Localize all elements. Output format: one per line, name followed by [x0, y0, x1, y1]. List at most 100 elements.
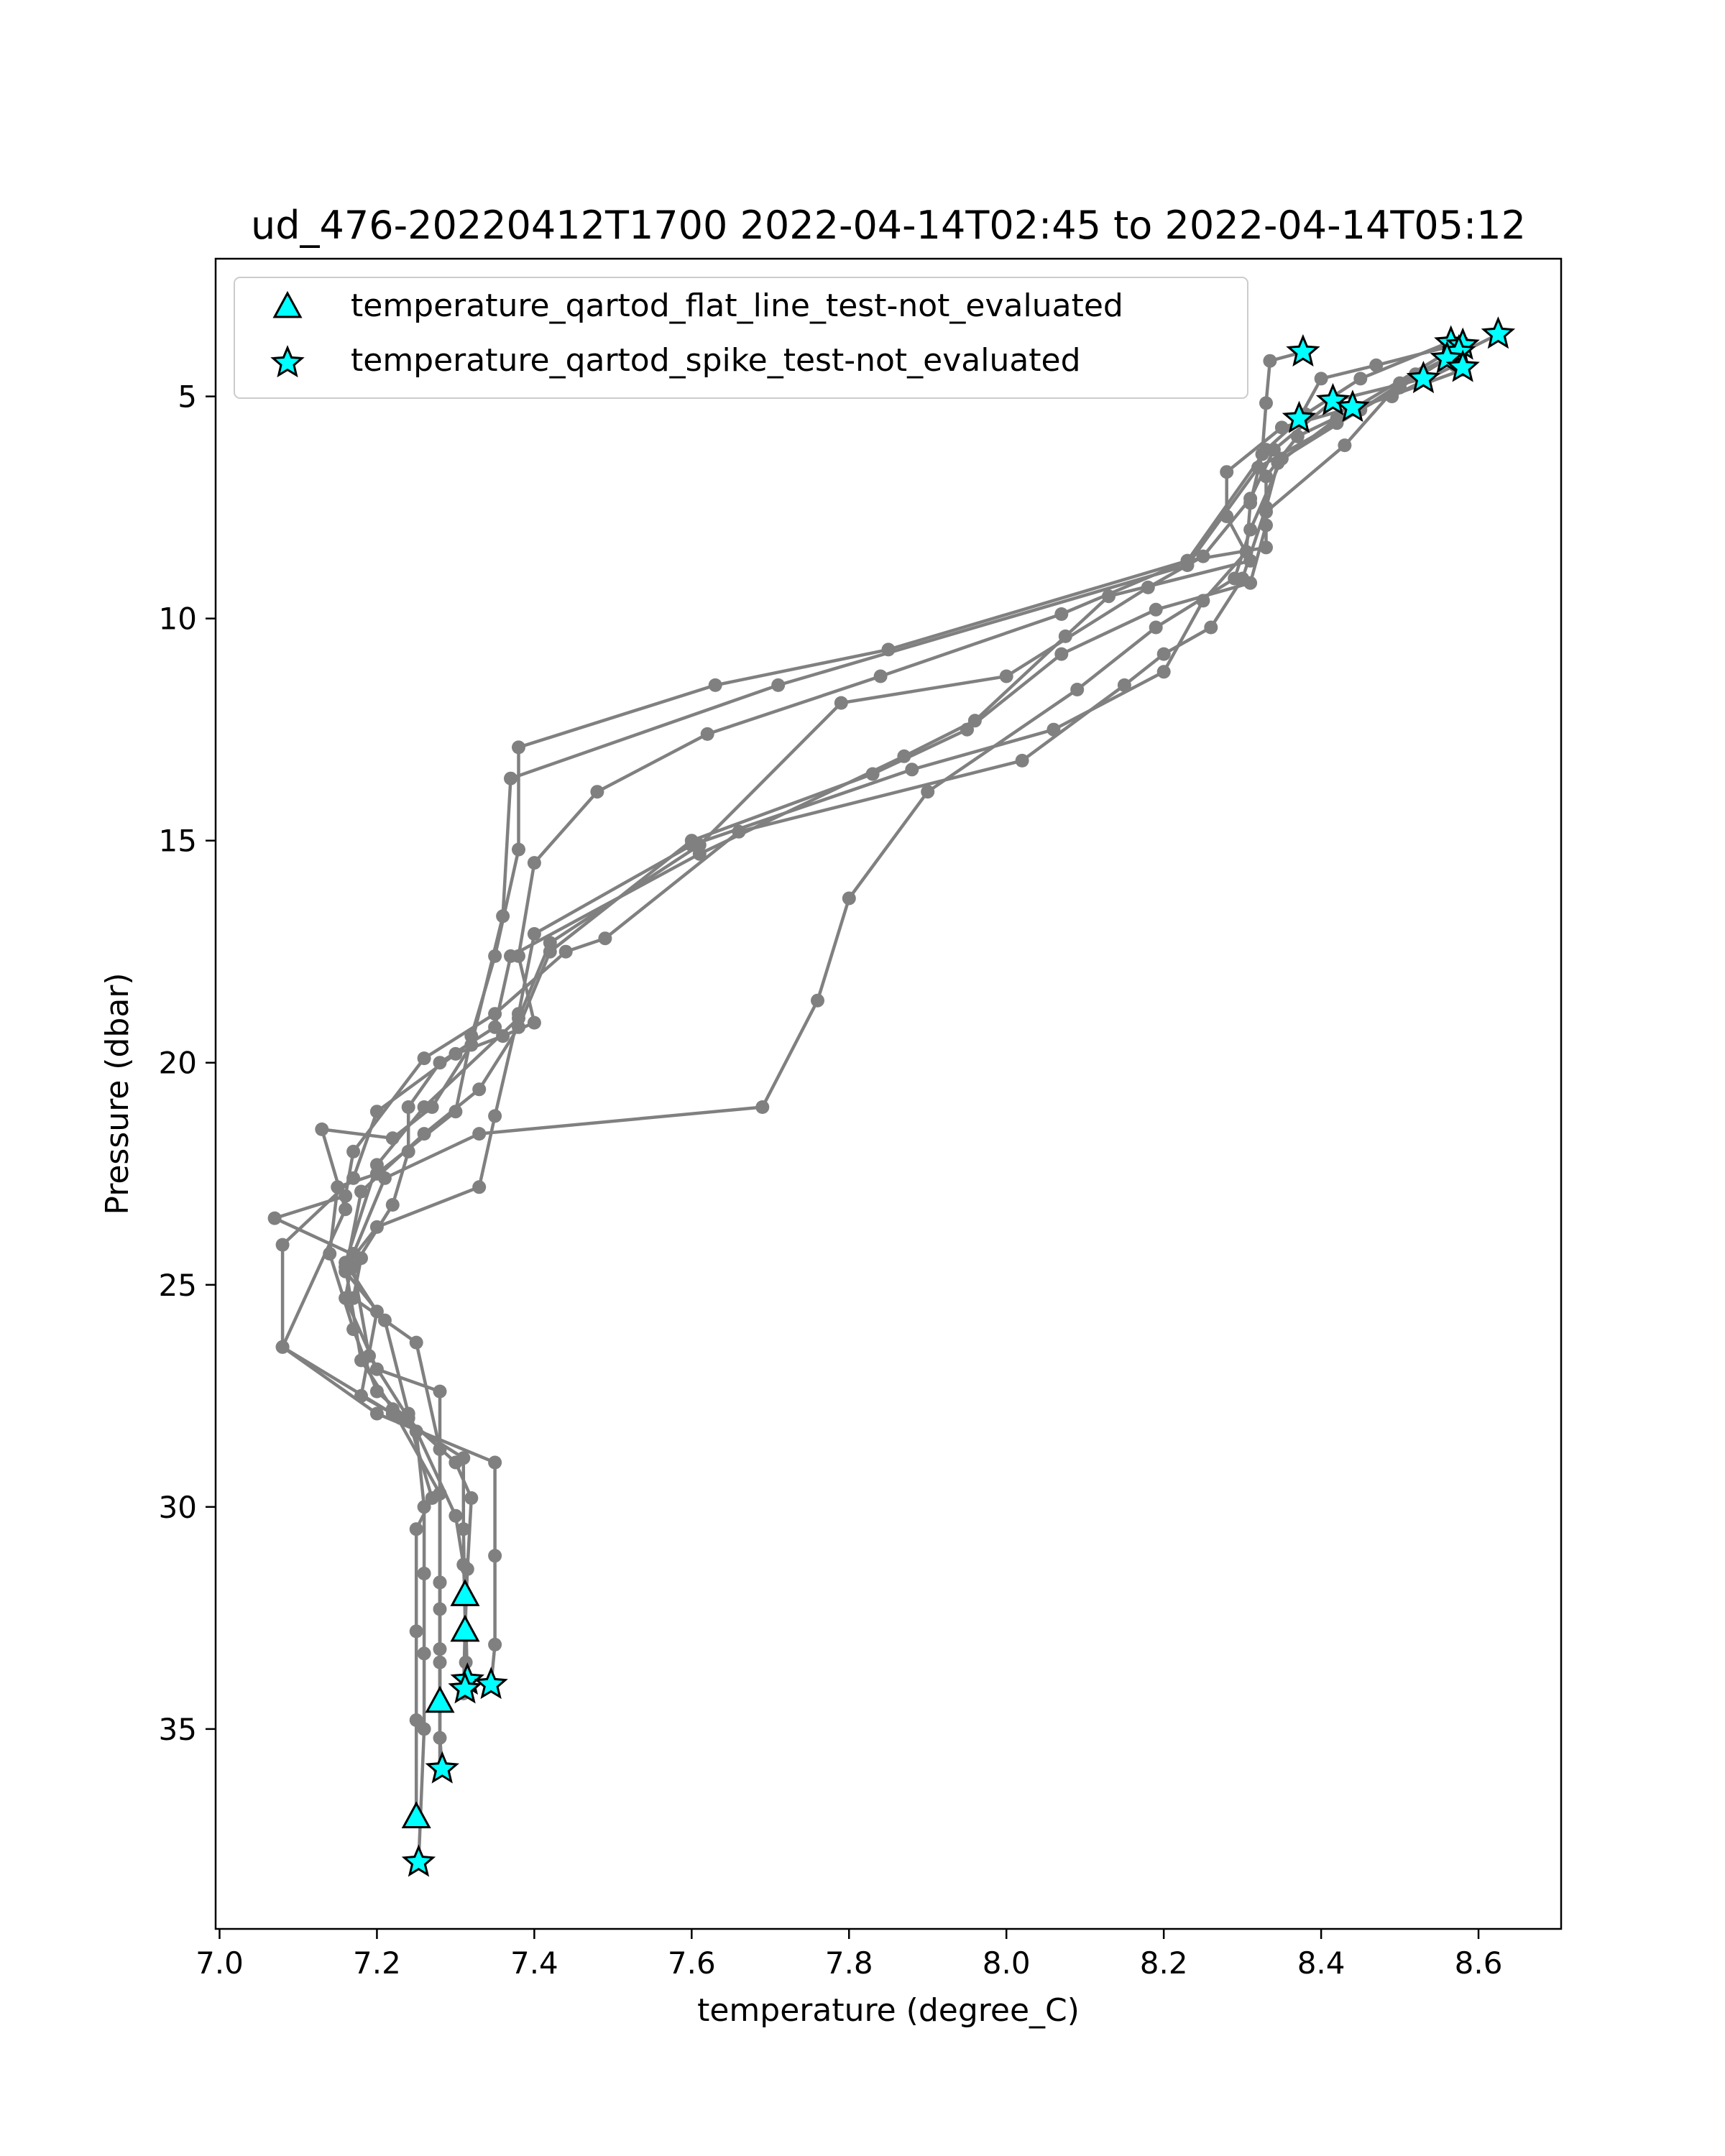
profile-point-8-21 — [433, 1731, 447, 1745]
profile-point-7-16 — [275, 1238, 290, 1252]
profile-point-7-1 — [1353, 372, 1368, 386]
profile-point-3-14 — [369, 1406, 384, 1421]
legend-star-marker — [270, 345, 305, 378]
profile-point-1-2 — [1338, 438, 1352, 453]
legend-triangle-icon — [272, 290, 303, 318]
legend: temperature_qartod_flat_line_test-not_ev… — [234, 277, 1248, 399]
profile-point-3-5 — [771, 678, 786, 692]
profile-point-5-19 — [267, 1211, 282, 1225]
y-tick-label-6: 35 — [159, 1712, 197, 1747]
star-marker-13 — [474, 1667, 508, 1700]
triangle-marker-1 — [450, 1614, 480, 1642]
profile-point-6-12 — [488, 1020, 502, 1034]
profile-point-5-16 — [417, 1051, 431, 1066]
triangle-marker-0 — [450, 1579, 480, 1606]
profile-point-8-8 — [921, 785, 935, 799]
profile-point-8-12 — [472, 1127, 487, 1141]
x-tick-label-4: 7.8 — [825, 1945, 873, 1981]
profile-point-8-14 — [346, 1247, 361, 1261]
profile-point-6-22 — [409, 1624, 423, 1639]
profile-point-5-22 — [409, 1335, 423, 1350]
x-tick-label-1: 7.2 — [353, 1945, 401, 1981]
profile-point-8-16 — [369, 1362, 384, 1376]
y-tick-label-3: 20 — [159, 1046, 197, 1081]
profile-point-7-6 — [873, 669, 888, 683]
y-tick-label-1: 10 — [159, 602, 197, 637]
profile-point-8-5 — [1228, 571, 1242, 586]
profile-point-4-3 — [1243, 492, 1258, 506]
profile-point-7-12 — [496, 1029, 510, 1044]
x-tick-label-6: 8.2 — [1140, 1945, 1188, 1981]
profile-point-0-13 — [488, 1109, 502, 1123]
profile-point-8-11 — [755, 1100, 770, 1114]
profile-point-8-15 — [339, 1291, 353, 1305]
profile-point-8-18 — [433, 1486, 447, 1501]
profile-point-6-4 — [1220, 510, 1234, 523]
profile-point-1-12 — [448, 1105, 463, 1119]
y-tick-label-2: 15 — [159, 824, 197, 859]
star-marker-12 — [448, 1671, 482, 1704]
profile-point-3-11 — [315, 1122, 329, 1136]
x-tick-label-8: 8.6 — [1455, 1945, 1503, 1981]
star-marker-7 — [1406, 361, 1441, 394]
profile-point-4-11 — [417, 1100, 431, 1114]
profile-point-8-6 — [1149, 620, 1163, 635]
profile-point-2-15 — [354, 1184, 368, 1199]
legend-entry-flat-line: temperature_qartod_flat_line_test-not_ev… — [351, 287, 1123, 324]
triangle-marker-3 — [401, 1801, 431, 1828]
profile-point-1-19 — [464, 1491, 479, 1505]
x-tick-label-5: 8.0 — [983, 1945, 1031, 1981]
profile-point-7-13 — [448, 1046, 463, 1061]
profile-point-7-7 — [700, 727, 714, 741]
star-marker-1 — [1481, 316, 1516, 349]
y-tick-label-5: 30 — [159, 1490, 197, 1525]
profile-point-7-15 — [346, 1171, 361, 1185]
plot-area — [216, 259, 1561, 1929]
legend-triangle-marker — [272, 290, 303, 318]
legend-star-icon — [270, 345, 305, 378]
profile-point-6-21 — [409, 1522, 423, 1537]
profile-point-4-10 — [512, 1011, 525, 1026]
profile-point-0-14 — [472, 1180, 487, 1194]
profile-point-3-6 — [504, 771, 518, 786]
profile-point-4-12 — [369, 1158, 384, 1172]
profile-point-7-22 — [417, 1646, 431, 1661]
profile-point-8-10 — [811, 993, 824, 1008]
profile-point-7-11 — [527, 1015, 541, 1030]
star-marker-10 — [1282, 400, 1317, 433]
profile-point-4-19 — [459, 1655, 473, 1669]
profile-point-7-21 — [417, 1567, 431, 1580]
profile-point-5-13 — [598, 931, 612, 946]
profile-point-1-17 — [369, 1384, 384, 1399]
chart-title: ud_476-20220412T1700 2022-04-14T02:45 to… — [251, 203, 1526, 248]
profile-point-6-8 — [967, 714, 982, 728]
profile-point-5-1 — [1314, 372, 1328, 386]
profile-point-7-18 — [385, 1406, 400, 1421]
profile-point-8-9 — [842, 891, 856, 906]
profile-point-5-17 — [346, 1144, 361, 1158]
profile-point-5-9 — [1156, 647, 1171, 661]
profile-point-2-19 — [448, 1508, 463, 1523]
profile-point-1-4 — [1259, 540, 1273, 555]
profile-point-7-9 — [527, 856, 541, 870]
profile-point-2-7 — [1054, 647, 1069, 661]
profile-point-4-6 — [999, 669, 1013, 683]
x-axis: 7.0 7.2 7.4 7.6 7.8 8.0 8.2 8.4 8.6 — [196, 1929, 1502, 1981]
profile-point-0-11 — [527, 927, 541, 941]
profile-point-5-14 — [558, 944, 573, 959]
profile-point-5-8 — [1204, 620, 1218, 635]
profile-point-7-19 — [409, 1424, 423, 1439]
profile-point-7-4 — [1180, 553, 1195, 568]
profile-point-8-17 — [433, 1384, 447, 1399]
profile-point-1-7 — [708, 678, 722, 692]
star-marker-0 — [1286, 333, 1320, 367]
profile-point-5-11 — [1015, 753, 1029, 768]
profile-point-8-19 — [433, 1575, 447, 1590]
profile-point-2-14 — [417, 1127, 431, 1141]
y-axis-label: Pressure (dbar) — [99, 972, 136, 1215]
profile-point-6-9 — [897, 749, 911, 763]
profile-point-4-18 — [456, 1522, 471, 1537]
profile-point-4-17 — [456, 1451, 471, 1465]
profile-point-6-10 — [692, 847, 707, 861]
